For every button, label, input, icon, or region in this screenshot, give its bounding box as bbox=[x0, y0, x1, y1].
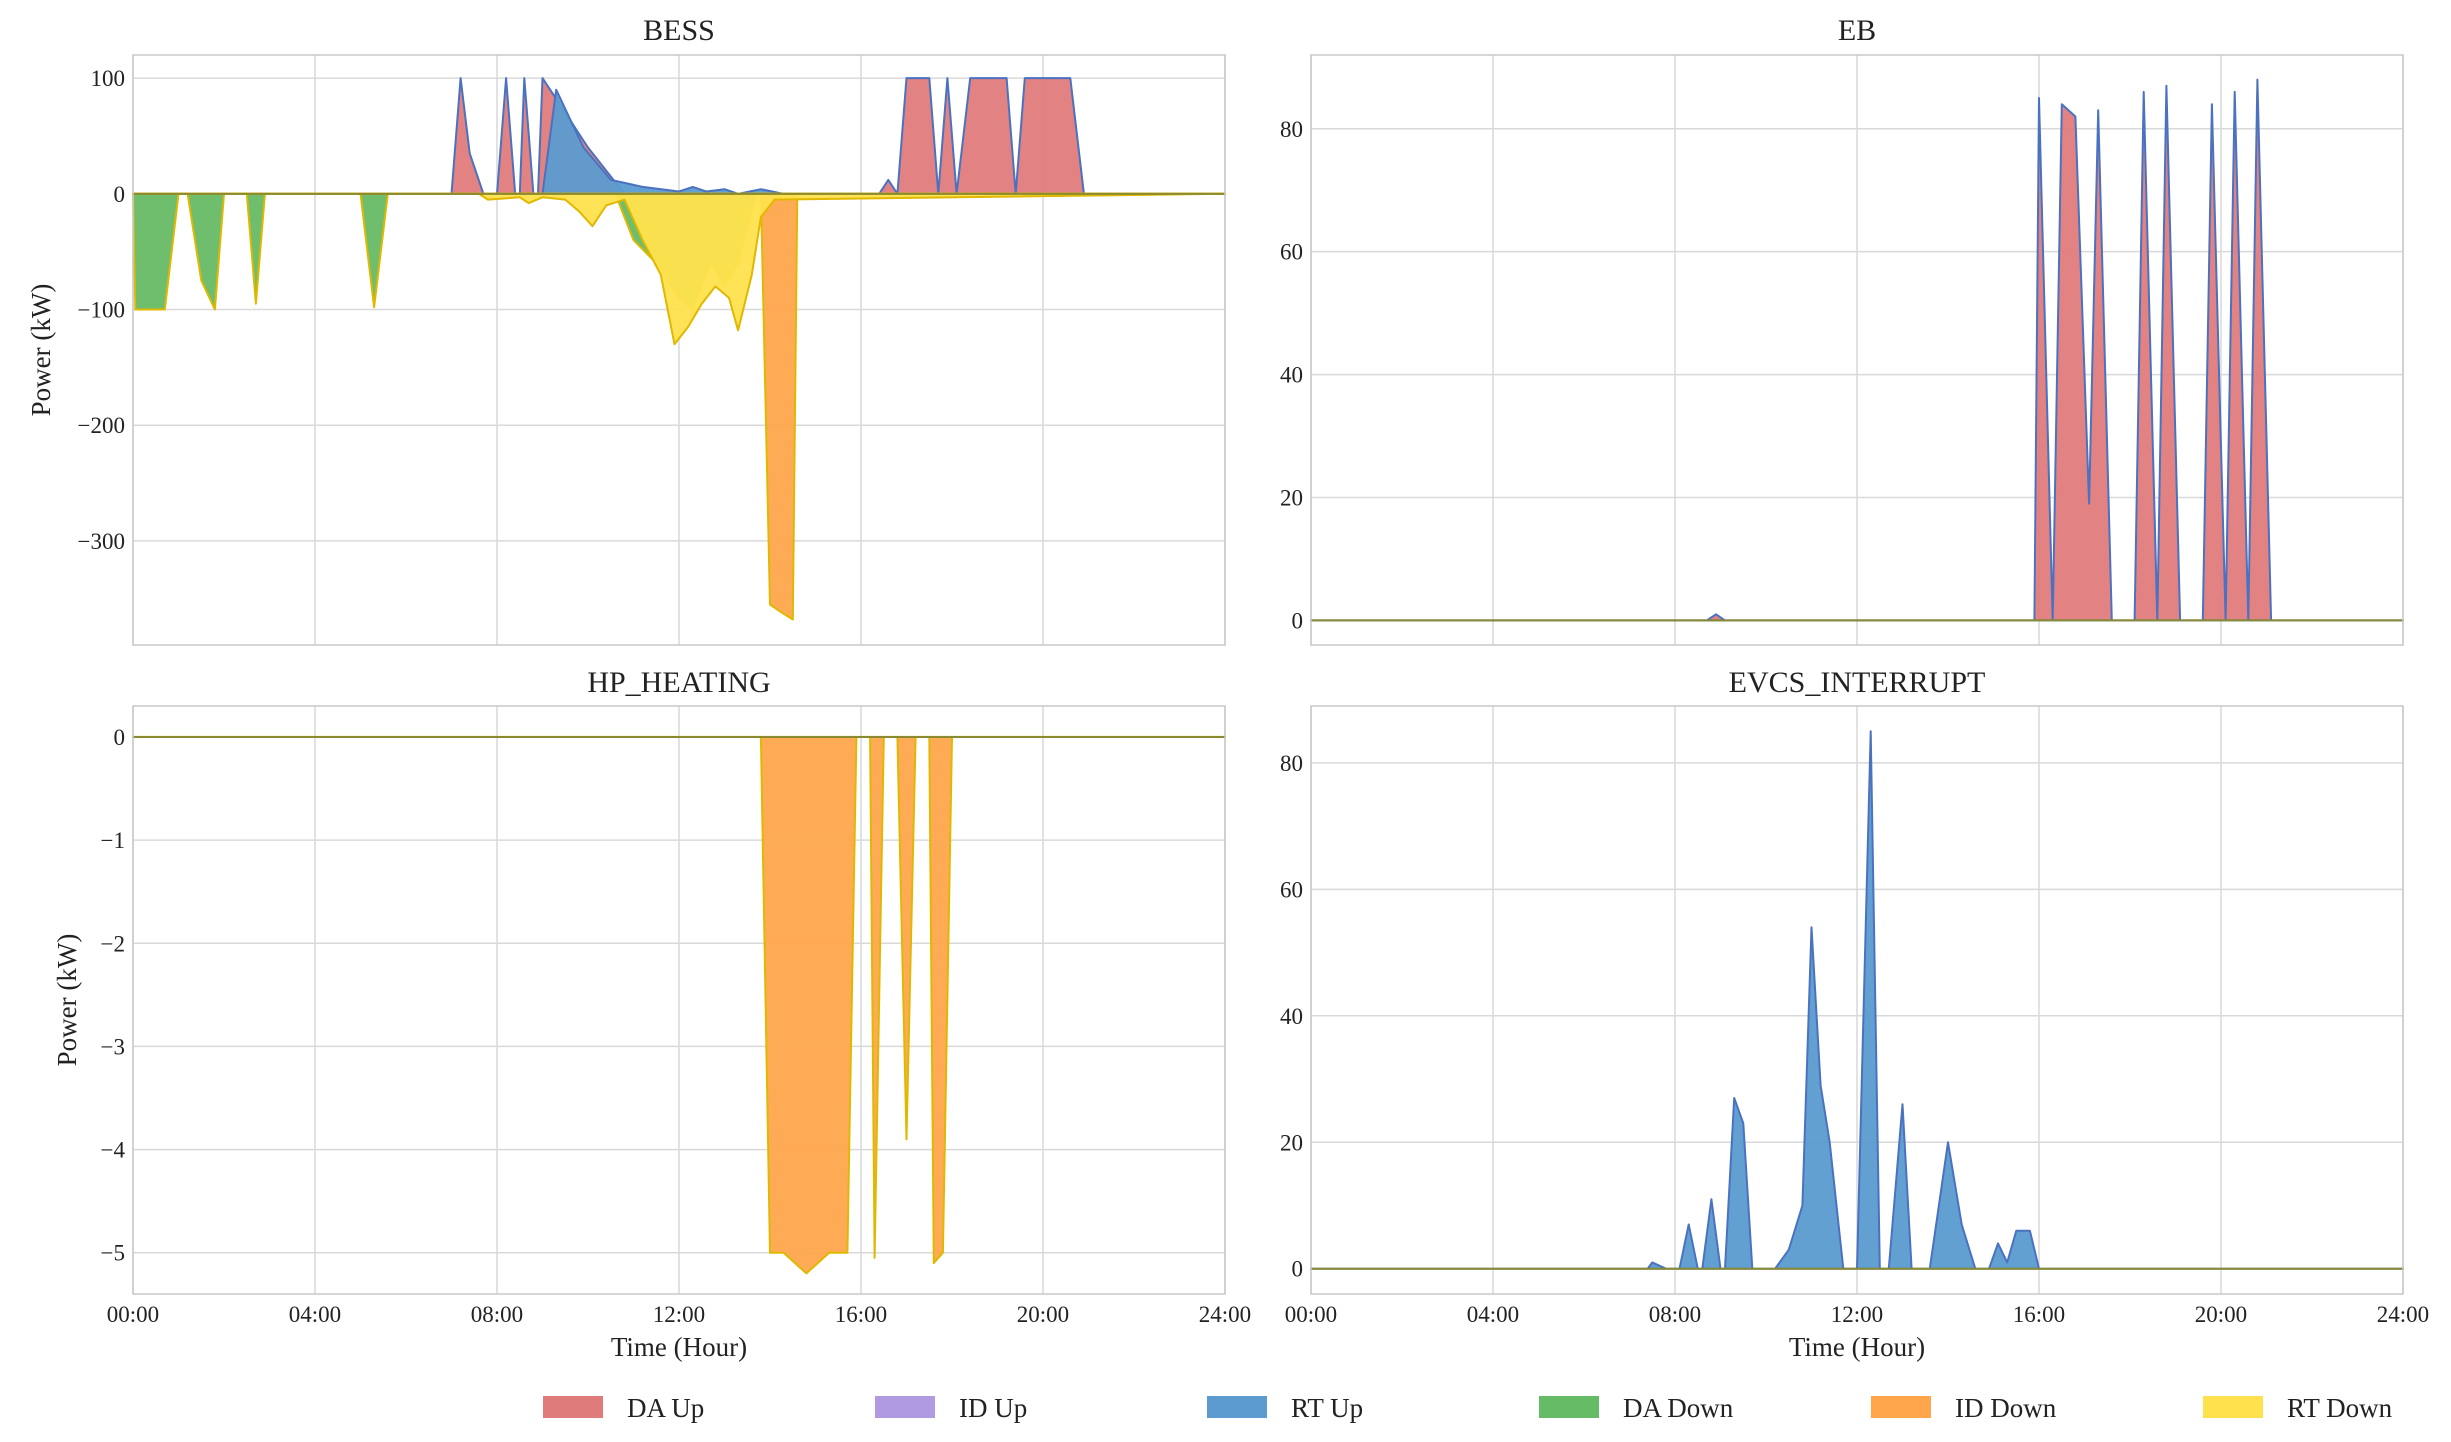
y-tick-label: 100 bbox=[91, 66, 126, 91]
plot-frame bbox=[1310, 705, 2404, 1295]
series-area-id-down bbox=[132, 735, 1226, 1275]
y-tick-label: −4 bbox=[101, 1138, 126, 1163]
x-tick-label: 24:00 bbox=[2377, 1302, 2429, 1327]
legend-item-da-down: DA Down bbox=[1539, 1393, 1734, 1423]
series-area-rt-down bbox=[132, 192, 1226, 346]
x-tick-label: 16:00 bbox=[2013, 1302, 2065, 1327]
legend-label: ID Up bbox=[959, 1393, 1027, 1423]
y-tick-label: 80 bbox=[1280, 751, 1303, 776]
y-tick-label: −2 bbox=[101, 931, 125, 956]
legend-swatch bbox=[1539, 1396, 1599, 1418]
x-tick-label: 08:00 bbox=[471, 1302, 523, 1327]
legend-swatch bbox=[1871, 1396, 1931, 1418]
y-tick-label: −100 bbox=[78, 298, 125, 323]
legend-swatch bbox=[2203, 1396, 2263, 1418]
y-tick-label: −1 bbox=[101, 828, 125, 853]
x-tick-label: 12:00 bbox=[1831, 1302, 1883, 1327]
legend-item-id-down: ID Down bbox=[1871, 1393, 2057, 1423]
legend-swatch bbox=[543, 1396, 603, 1418]
y-axis-label: Power (kW) bbox=[26, 284, 56, 417]
plot-frame bbox=[1310, 54, 2404, 646]
x-tick-label: 04:00 bbox=[1467, 1302, 1519, 1327]
chart-panel-eb: EB 0 20 40 60 80 bbox=[1280, 14, 2404, 646]
legend-item-da-up: DA Up bbox=[543, 1393, 704, 1423]
x-tick-label: 20:00 bbox=[1017, 1302, 1069, 1327]
legend-label: RT Up bbox=[1291, 1393, 1363, 1423]
legend-label: DA Up bbox=[627, 1393, 704, 1423]
x-axis-label: Time (Hour) bbox=[611, 1332, 747, 1362]
series-area-rt-up bbox=[132, 88, 1226, 195]
x-tick-label: 04:00 bbox=[289, 1302, 341, 1327]
x-axis-label: Time (Hour) bbox=[1789, 1332, 1925, 1362]
y-tick-label: −300 bbox=[78, 529, 125, 554]
legend-label: RT Down bbox=[2287, 1393, 2393, 1423]
legend-label: ID Down bbox=[1955, 1393, 2057, 1423]
y-tick-label: 60 bbox=[1280, 877, 1303, 902]
legend-item-rt-up: RT Up bbox=[1207, 1393, 1363, 1423]
y-tick-label: 20 bbox=[1280, 1130, 1303, 1155]
chart-title: HP_HEATING bbox=[587, 666, 770, 699]
chart-title: BESS bbox=[643, 14, 715, 47]
y-tick-label: 0 bbox=[114, 182, 126, 207]
y-tick-label: 0 bbox=[1292, 1257, 1304, 1282]
chart-panel-bess: BESS −300 −200 −100 0 100 Power (kW) bbox=[26, 14, 1226, 646]
chart-panel-hp_heating: HP_HEATING −5 −4 −3 −2 −1 0 00:00 04:00 08:00 12:0… bbox=[52, 666, 1251, 1362]
legend-label: DA Down bbox=[1623, 1393, 1734, 1423]
x-tick-label: 24:00 bbox=[1199, 1302, 1251, 1327]
y-tick-label: −5 bbox=[101, 1241, 125, 1266]
plot-frame bbox=[132, 54, 1226, 646]
x-tick-label: 00:00 bbox=[107, 1302, 159, 1327]
x-tick-label: 20:00 bbox=[2195, 1302, 2247, 1327]
plot-frame bbox=[132, 705, 1226, 1295]
y-tick-label: 60 bbox=[1280, 240, 1303, 265]
x-tick-label: 16:00 bbox=[835, 1302, 887, 1327]
legend-item-rt-down: RT Down bbox=[2203, 1393, 2393, 1423]
x-tick-label: 08:00 bbox=[1649, 1302, 1701, 1327]
y-tick-label: −3 bbox=[101, 1034, 125, 1059]
y-tick-label: 0 bbox=[114, 725, 126, 750]
legend-swatch bbox=[1207, 1396, 1267, 1418]
x-tick-label: 12:00 bbox=[653, 1302, 705, 1327]
legend-swatch bbox=[875, 1396, 935, 1418]
x-tick-label: 00:00 bbox=[1285, 1302, 1337, 1327]
y-tick-label: 40 bbox=[1280, 1004, 1303, 1029]
chart-title: EVCS_INTERRUPT bbox=[1729, 666, 1986, 699]
y-tick-label: 40 bbox=[1280, 363, 1303, 388]
y-tick-label: 80 bbox=[1280, 117, 1303, 142]
chart-panel-evcs_interrupt: EVCS_INTERRUPT 0 20 40 60 80 00:00 04:00 08:00 12… bbox=[1280, 666, 2429, 1362]
chart-title: EB bbox=[1838, 14, 1876, 47]
legend-item-id-up: ID Up bbox=[875, 1393, 1027, 1423]
series-area-da-up bbox=[1310, 78, 2404, 622]
y-tick-label: 0 bbox=[1292, 608, 1304, 633]
y-tick-label: −200 bbox=[78, 413, 125, 438]
y-axis-label: Power (kW) bbox=[52, 934, 82, 1067]
y-tick-label: 20 bbox=[1280, 486, 1303, 511]
legend: DA Up ID Up RT Up DA Down ID Down RT Down bbox=[543, 1393, 2393, 1423]
